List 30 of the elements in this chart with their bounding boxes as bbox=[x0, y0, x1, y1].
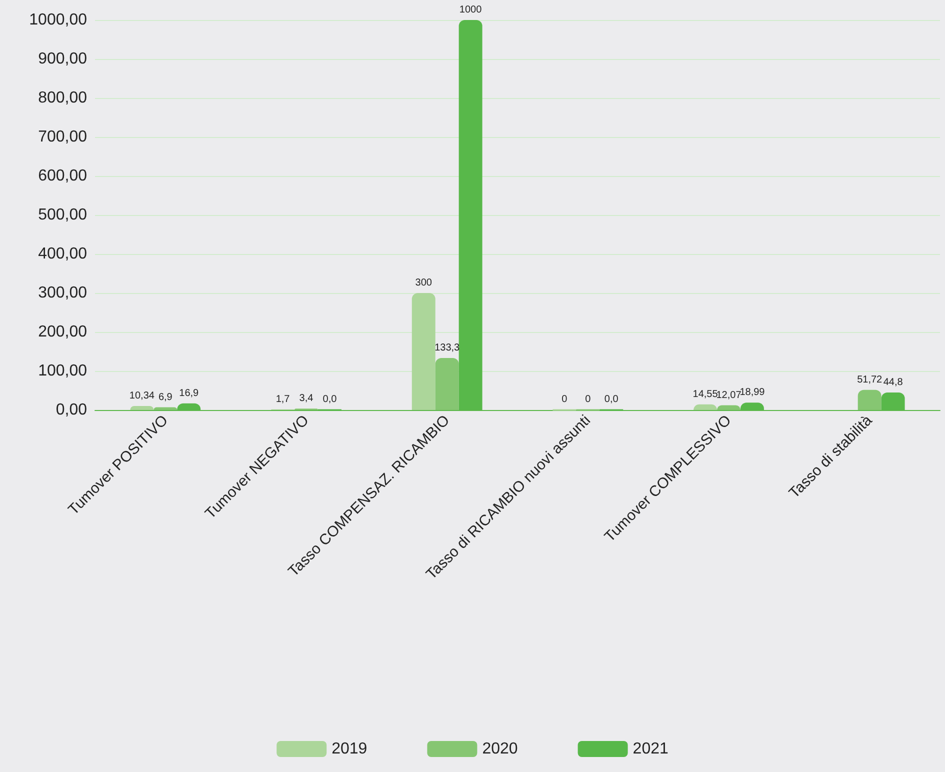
data-label: 0,0 bbox=[322, 394, 338, 405]
data-label: 18,99 bbox=[740, 387, 766, 398]
y-tick-label: 700,00 bbox=[38, 128, 88, 146]
data-label: 14,55 bbox=[692, 388, 718, 400]
y-tick-label: 300,00 bbox=[38, 284, 88, 302]
data-label: 0 bbox=[562, 394, 568, 405]
y-tick-label: 200,00 bbox=[38, 324, 88, 340]
data-label: 0,0 bbox=[604, 394, 619, 405]
y-tick-label: 500,00 bbox=[38, 206, 88, 224]
legend-label: 2019 bbox=[332, 740, 368, 758]
y-tick-label: 800,00 bbox=[38, 90, 88, 106]
y-tick-label: 600,00 bbox=[38, 168, 88, 184]
legend-label: 2020 bbox=[482, 740, 518, 758]
data-label: 10,34 bbox=[129, 390, 155, 402]
data-label: 44,8 bbox=[883, 377, 904, 388]
data-label: 3,4 bbox=[299, 393, 314, 404]
y-tick-label: 0,00 bbox=[56, 402, 88, 418]
data-label: 6,9 bbox=[158, 392, 173, 403]
data-label: 16,9 bbox=[179, 388, 200, 399]
y-tick-label: 400,00 bbox=[38, 246, 88, 262]
y-tick-label: 1000,00 bbox=[29, 12, 88, 28]
legend-label: 2021 bbox=[632, 740, 668, 758]
data-label: 0 bbox=[585, 394, 592, 405]
data-label: 1,7 bbox=[276, 394, 290, 405]
y-tick-label: 100,00 bbox=[38, 362, 88, 380]
data-label: 300 bbox=[415, 278, 432, 288]
data-label: 1000 bbox=[459, 4, 482, 16]
data-label: 51,72 bbox=[857, 374, 883, 386]
y-tick-label: 900,00 bbox=[38, 50, 88, 68]
data-label: 12,07 bbox=[716, 390, 742, 401]
